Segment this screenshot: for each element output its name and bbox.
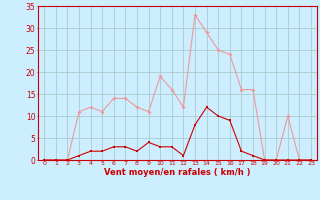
- X-axis label: Vent moyen/en rafales ( km/h ): Vent moyen/en rafales ( km/h ): [104, 168, 251, 177]
